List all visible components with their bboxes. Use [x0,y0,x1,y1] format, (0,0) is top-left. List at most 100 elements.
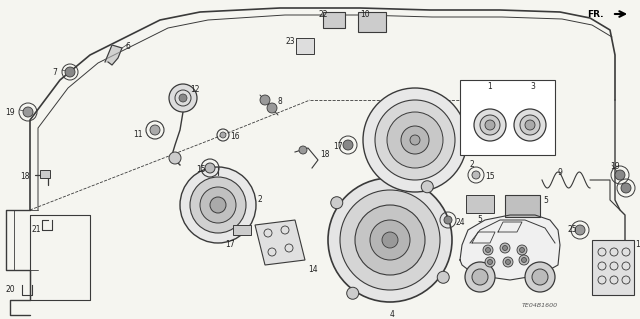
Circle shape [500,243,510,253]
Text: 8: 8 [278,97,283,106]
Text: 19: 19 [5,108,15,117]
Text: 10: 10 [360,10,370,19]
Circle shape [180,167,256,243]
Text: 15: 15 [196,165,205,174]
Circle shape [169,152,181,164]
Text: 5: 5 [477,215,483,224]
Circle shape [210,197,226,213]
Circle shape [299,146,307,154]
Circle shape [328,178,452,302]
Text: 18: 18 [320,150,330,159]
Text: 21: 21 [32,225,42,234]
Text: 19: 19 [610,162,620,171]
Circle shape [472,269,488,285]
Circle shape [347,287,358,299]
Circle shape [485,120,495,130]
Text: 14: 14 [308,265,317,274]
Text: 17: 17 [225,240,235,249]
Text: 1: 1 [488,82,492,91]
Circle shape [522,257,527,263]
Circle shape [401,126,429,154]
Bar [358,12,386,32]
Circle shape [205,163,215,173]
Circle shape [532,269,548,285]
Circle shape [502,246,508,250]
Circle shape [520,248,525,253]
Text: 22: 22 [318,10,328,19]
Text: 6: 6 [126,42,131,51]
Circle shape [179,94,187,102]
Circle shape [331,197,343,209]
Circle shape [220,132,226,138]
Circle shape [375,100,455,180]
Circle shape [382,232,398,248]
Bar [460,80,555,155]
Text: 20: 20 [5,285,15,294]
Circle shape [575,225,585,235]
Text: 23: 23 [285,37,295,46]
Circle shape [150,125,160,135]
Text: TE04B1600: TE04B1600 [522,303,558,308]
Circle shape [421,181,433,193]
Circle shape [621,183,631,193]
Circle shape [514,109,546,141]
Bar [592,240,634,295]
Circle shape [525,120,535,130]
Circle shape [260,95,270,105]
Bar [323,12,345,28]
Text: 16: 16 [230,132,239,141]
Text: 3: 3 [531,82,536,91]
Circle shape [503,257,513,267]
Polygon shape [460,215,560,280]
Circle shape [267,103,277,113]
Circle shape [444,216,452,224]
Circle shape [472,171,480,179]
Text: 13: 13 [635,240,640,249]
Circle shape [23,107,33,117]
Circle shape [525,262,555,292]
Text: 18: 18 [20,172,29,181]
Circle shape [474,109,506,141]
Text: 24: 24 [455,218,465,227]
Text: 17: 17 [333,142,342,151]
Circle shape [370,220,410,260]
Circle shape [65,67,75,77]
Text: 7: 7 [52,68,57,77]
Circle shape [483,245,493,255]
Text: 25: 25 [568,225,578,234]
Bar [505,195,540,217]
Circle shape [343,140,353,150]
Text: 2: 2 [258,195,263,204]
Circle shape [387,112,443,168]
Circle shape [519,255,529,265]
Circle shape [486,248,490,253]
Circle shape [615,170,625,180]
Text: 9: 9 [558,168,563,177]
Circle shape [520,115,540,135]
Text: 2: 2 [470,160,475,169]
Circle shape [190,177,246,233]
Circle shape [517,245,527,255]
Text: 15: 15 [485,172,495,181]
Polygon shape [105,45,122,65]
Circle shape [437,271,449,283]
Bar [40,170,50,178]
Text: FR.: FR. [588,10,604,19]
Circle shape [465,262,495,292]
Circle shape [485,257,495,267]
Circle shape [480,115,500,135]
Text: 5: 5 [543,196,548,205]
Circle shape [340,190,440,290]
Text: 4: 4 [390,310,394,319]
Circle shape [169,84,197,112]
Text: 11: 11 [134,130,143,139]
Circle shape [506,259,511,264]
Circle shape [355,205,425,275]
Circle shape [363,88,467,192]
Polygon shape [255,220,305,265]
Text: 12: 12 [190,85,200,94]
Circle shape [488,259,493,264]
Bar [466,195,494,213]
Circle shape [200,187,236,223]
Circle shape [410,135,420,145]
